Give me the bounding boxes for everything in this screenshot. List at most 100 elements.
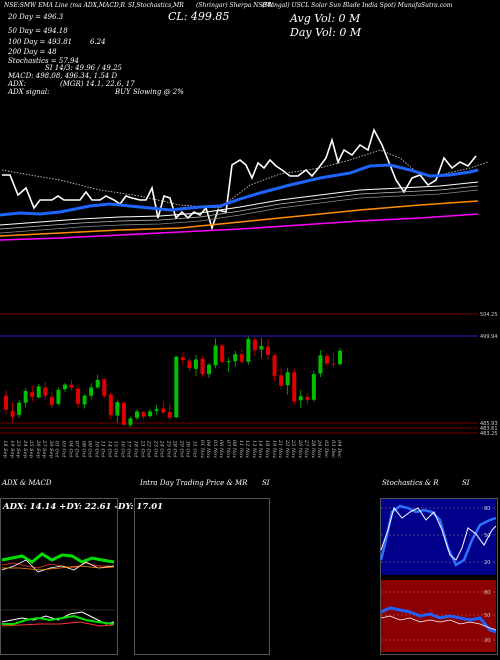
ma100-line [0, 185, 479, 230]
ma-grey-line [0, 189, 479, 234]
candle-body [121, 402, 126, 425]
candle-body [102, 379, 107, 396]
candle-body [324, 356, 329, 364]
candle-body [154, 409, 159, 411]
avg-volume: Avg Vol: 0 M [290, 12, 361, 25]
stochastic-tick: 80 [484, 506, 490, 512]
price-level-label: 483.25 [480, 431, 498, 437]
header-title-left: NSE:SMW EMA Line (ma ADX,MACD,R [4, 2, 126, 9]
si-line [380, 606, 497, 634]
candle-body [266, 346, 270, 355]
ma50-line [0, 181, 479, 226]
adx-signal-line [2, 565, 115, 571]
candle-body [252, 339, 257, 351]
candle-body [305, 396, 310, 400]
candle-body [76, 388, 81, 404]
candle-body [82, 395, 87, 405]
candle-body [233, 354, 238, 362]
candle-body [207, 364, 212, 375]
candle-body [10, 410, 15, 417]
adx-signal-value: BUY Slowing @ 2% [115, 88, 184, 96]
candle-body [89, 387, 94, 396]
candle-body [108, 394, 113, 415]
candle-body [279, 375, 284, 386]
candle-body [318, 355, 323, 374]
candle-body [141, 412, 146, 417]
candlestick-series [4, 336, 343, 428]
candle-body [292, 372, 297, 402]
intra-panel-title: Intra Day Trading Price & MR [140, 479, 248, 487]
candle-body [135, 411, 139, 418]
candle-body [36, 386, 41, 398]
header-title-mid: SI,Stochastics,MR [128, 2, 184, 9]
candle-body [17, 402, 22, 415]
candle-body [167, 412, 172, 418]
minus-di-line [1, 562, 114, 569]
candle-body [272, 355, 277, 376]
intra-panel-si: SI [262, 479, 270, 487]
candle-body [69, 384, 74, 388]
candle-body [115, 402, 120, 416]
candle-body [30, 392, 35, 397]
candle-body [220, 345, 225, 362]
candle-body [95, 379, 100, 388]
price-level-label: 499.94 [480, 334, 498, 340]
intraday-panel [134, 498, 270, 655]
adx-panel-title: ADX & MACD [2, 479, 52, 487]
close-price: CL: 499.85 [168, 10, 230, 23]
candle-body [62, 384, 67, 390]
stoch-panel-title: Stochastics & R [382, 479, 439, 487]
candle-body [4, 395, 8, 410]
macd-text: MACD: 498.08, 496.34, 1.54 D [8, 72, 118, 80]
candle-body [56, 389, 61, 404]
candle-body [43, 387, 48, 396]
candle-body [180, 357, 185, 361]
candle-body [239, 354, 244, 362]
candle-body [298, 396, 303, 401]
day-volume: Day Vol: 0 M [290, 26, 362, 39]
candle-body [161, 408, 166, 413]
header-title-right: (Mangal) USCL Solar Sun Blade India Spot… [262, 2, 453, 9]
si-text: SI 14/3: 49.96 / 49.25 [45, 64, 122, 72]
si-tick: 20 [484, 638, 490, 644]
si-signal-line [380, 615, 497, 631]
moving-average-lines [0, 127, 489, 241]
candle-body [226, 361, 231, 363]
ma20-line [0, 163, 479, 217]
si-tick: 80 [484, 590, 490, 596]
ma20-text: 20 Day = 496.3 [8, 13, 64, 21]
candle-body [128, 418, 133, 425]
candle-body [338, 350, 343, 365]
header-ticker: (Shringar) Sherpa NSEW [196, 2, 274, 9]
price-level-label: 504.25 [480, 312, 498, 318]
adx-line [1, 552, 115, 564]
macd-histogram-line [1, 621, 115, 627]
candle-body [187, 360, 192, 369]
macd-line [1, 611, 115, 625]
plus-di-line [1, 559, 115, 573]
stochastic-price-line [2, 127, 477, 231]
candle-body [311, 374, 316, 400]
stochastic-background [381, 499, 496, 575]
ma100-text: 100 Day = 493.81 [8, 38, 73, 46]
adx-macd-panel: ADX: 14.14 +DY: 22.61 -DY: 17.01 [0, 498, 163, 655]
candle-body [246, 339, 251, 362]
macd-signal-line [2, 614, 115, 625]
ma200-line [0, 200, 479, 237]
stochastics-text: Stochastics = 57.94 [8, 57, 79, 65]
candle-body [285, 372, 290, 386]
ma200-text: 200 Day = 48 [8, 48, 57, 56]
stochastic-tick: 20 [484, 560, 490, 566]
price-level-label: 485.93 [480, 421, 498, 427]
adx-signal-label: ADX signal: [8, 88, 50, 96]
candle-body [148, 411, 153, 417]
adx-label: ADX: [8, 80, 27, 88]
candle-body [259, 346, 264, 350]
ma200-value: 6.24 [90, 38, 106, 46]
adx-values: (MGR) 14.1, 22.6, 17 [60, 80, 135, 88]
stochastic-lines: 80 50 20 80 50 20 [379, 499, 497, 652]
candle-body [23, 391, 28, 403]
